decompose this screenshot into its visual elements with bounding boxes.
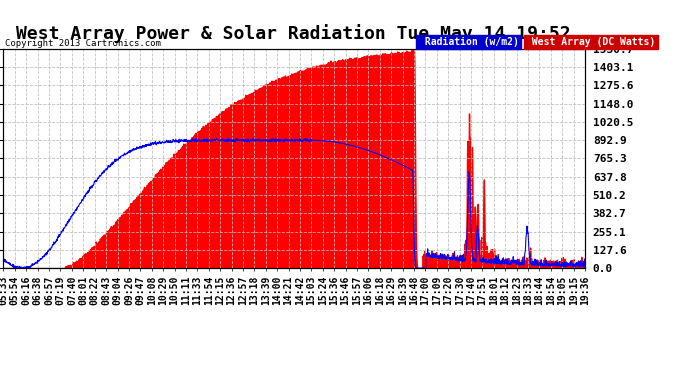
Text: Copyright 2013 Cartronics.com: Copyright 2013 Cartronics.com	[5, 39, 161, 48]
Text: West Array Power & Solar Radiation Tue May 14 19:52: West Array Power & Solar Radiation Tue M…	[16, 24, 571, 44]
Text: West Array (DC Watts): West Array (DC Watts)	[526, 37, 656, 47]
Text: Radiation (w/m2): Radiation (w/m2)	[419, 37, 519, 47]
